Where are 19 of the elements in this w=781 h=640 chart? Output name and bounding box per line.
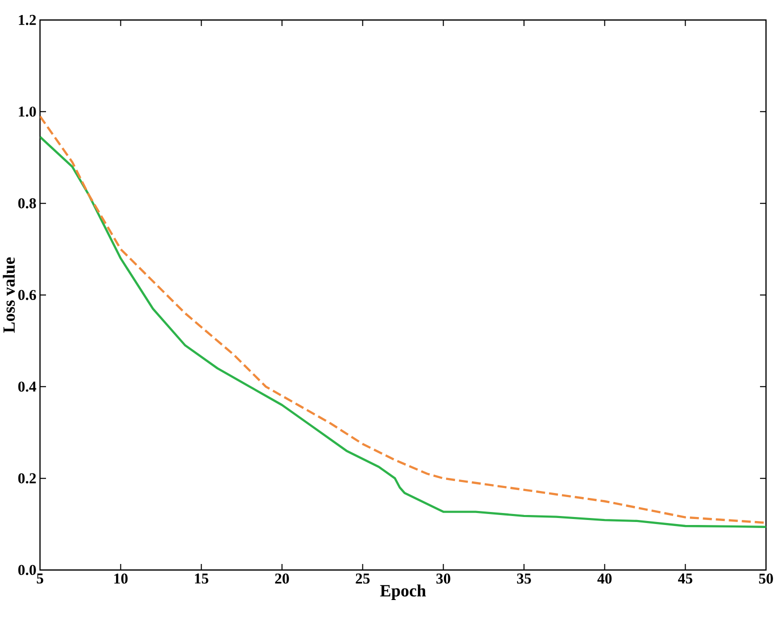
x-tick-label: 20 <box>275 574 289 584</box>
x-tick-label: 5 <box>36 574 44 584</box>
x-tick-label: 25 <box>356 574 370 584</box>
y-tick-label: 0.8 <box>18 198 36 208</box>
y-tick-label: 0.6 <box>18 290 36 300</box>
x-tick-label: 30 <box>436 574 450 584</box>
x-tick-label: 50 <box>759 574 773 584</box>
x-tick-label: 40 <box>597 574 612 584</box>
y-tick-label: 1.0 <box>18 106 36 117</box>
y-tick-label: 0.0 <box>18 564 36 576</box>
y-tick-label: 1.2 <box>18 14 36 26</box>
x-axis-title: Epoch <box>380 584 426 600</box>
y-tick-label: 0.2 <box>18 473 36 484</box>
x-tick-label: 15 <box>195 574 208 584</box>
x-tick-label: 45 <box>678 574 692 584</box>
y-tick-label: 0.4 <box>18 382 36 392</box>
y-axis-title: Loss value <box>2 257 15 333</box>
x-tick-label: 35 <box>517 574 531 584</box>
x-tick-label: 10 <box>114 574 128 584</box>
